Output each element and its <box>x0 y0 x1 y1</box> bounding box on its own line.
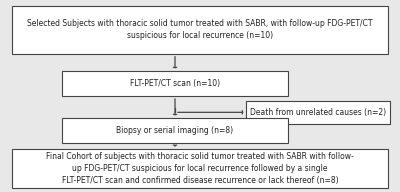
Text: FLT-PET/CT scan (n=10): FLT-PET/CT scan (n=10) <box>130 79 220 88</box>
FancyBboxPatch shape <box>12 6 388 54</box>
FancyBboxPatch shape <box>246 101 390 124</box>
Text: Final Cohort of subjects with thoracic solid tumor treated with SABR with follow: Final Cohort of subjects with thoracic s… <box>46 152 354 185</box>
FancyBboxPatch shape <box>12 149 388 188</box>
FancyBboxPatch shape <box>62 118 288 143</box>
Text: Death from unrelated causes (n=2): Death from unrelated causes (n=2) <box>250 108 386 117</box>
Text: Biopsy or serial imaging (n=8): Biopsy or serial imaging (n=8) <box>116 126 234 135</box>
Text: Selected Subjects with thoracic solid tumor treated with SABR, with follow-up FD: Selected Subjects with thoracic solid tu… <box>27 19 373 40</box>
FancyBboxPatch shape <box>62 71 288 96</box>
